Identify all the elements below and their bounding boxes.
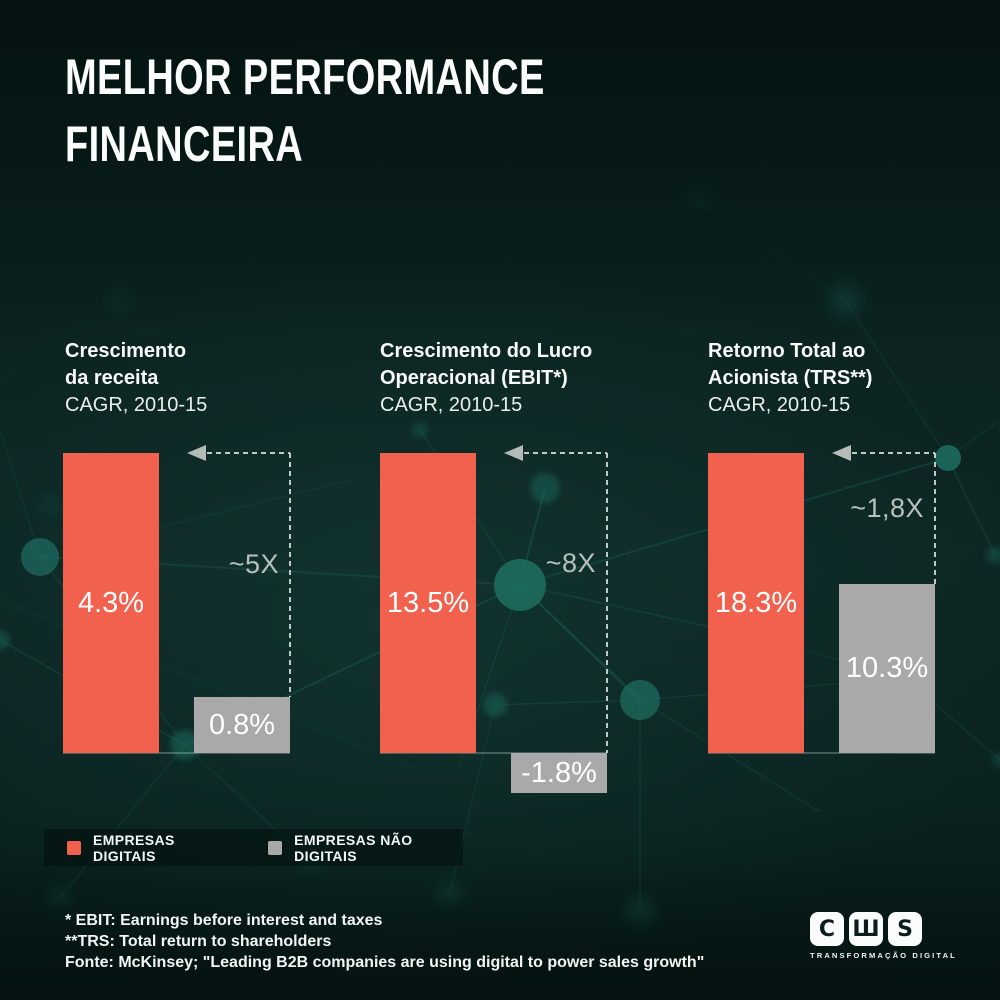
bar-non-digital: 10.3% — [839, 584, 935, 753]
dashed-connector-vertical — [289, 453, 291, 697]
heading-line: Crescimento — [65, 340, 187, 362]
page-title-line2: FINANCEIRA — [65, 116, 304, 172]
bar-non-digital: 0.8% — [194, 697, 290, 753]
heading-line: Operacional (EBIT*) — [380, 367, 568, 389]
footnote-source: Fonte: McKinsey; "Leading B2B companies … — [65, 954, 705, 971]
dashed-connector-horizontal — [207, 452, 290, 454]
bar-value-label: 4.3% — [77, 586, 145, 619]
bar-value-label: -1.8% — [521, 756, 597, 789]
multiplier-label: ~8X — [545, 548, 596, 578]
heading-subtitle: CAGR, 2010-15 — [65, 394, 208, 416]
chart-panel-revenue: 4.3% 0.8% ~5X — [63, 445, 293, 813]
page-title-line1: MELHOR PERFORMANCE — [65, 49, 545, 105]
bar-value-label: 0.8% — [208, 708, 276, 741]
legend-item-non-digital: EMPRESAS NÃO DIGITAIS — [268, 832, 463, 864]
footnotes: * EBIT: Earnings before interest and tax… — [65, 910, 704, 973]
arrow-left-icon — [832, 445, 851, 461]
bar-digital: 4.3% — [63, 453, 159, 753]
bar-value-label: 13.5% — [386, 586, 470, 619]
bar-value-label: 18.3% — [714, 586, 798, 619]
legend-label: EMPRESAS DIGITAIS — [93, 831, 175, 864]
panel-heading-ebit: Crescimento do Lucro Operacional (EBIT*)… — [380, 338, 690, 419]
logo-letter-c: C — [810, 912, 844, 946]
logo-letter-s: S — [888, 912, 922, 946]
dashed-connector-vertical — [606, 453, 608, 753]
panel-heading-revenue: Crescimento da receita CAGR, 2010-15 — [65, 338, 375, 419]
dashed-connector-horizontal — [852, 452, 935, 454]
multiplier-label: ~1,8X — [850, 493, 924, 523]
legend-item-digital: EMPRESAS DIGITAIS — [67, 832, 228, 864]
panel-heading-trs: Retorno Total ao Acionista (TRS**) CAGR,… — [708, 338, 1000, 419]
footnote-trs: **TRS: Total return to shareholders — [65, 933, 332, 950]
multiplier-label: ~5X — [228, 549, 279, 579]
heading-line: da receita — [65, 367, 159, 389]
baseline — [708, 752, 935, 754]
cws-logo: C Ш S TRANSFORMAÇÃO DIGITAL — [810, 912, 957, 960]
heading-line: Retorno Total ao — [708, 340, 866, 362]
legend-label: EMPRESAS NÃO DIGITAIS — [294, 831, 413, 864]
arrow-left-icon — [187, 445, 206, 461]
logo-letter-w: Ш — [849, 912, 883, 946]
legend: EMPRESAS DIGITAIS EMPRESAS NÃO DIGITAIS — [44, 829, 463, 866]
heading-subtitle: CAGR, 2010-15 — [708, 394, 851, 416]
heading-line: Acionista (TRS**) — [708, 367, 873, 389]
bar-digital: 13.5% — [380, 453, 476, 753]
bar-value-label: 10.3% — [845, 652, 929, 684]
heading-subtitle: CAGR, 2010-15 — [380, 394, 523, 416]
bar-non-digital: -1.8% — [511, 753, 607, 793]
bar-digital: 18.3% — [708, 453, 804, 753]
chart-panel-trs: 18.3% 10.3% ~1,8X — [708, 445, 938, 813]
baseline — [63, 752, 290, 754]
page-title: MELHOR PERFORMANCE FINANCEIRA — [65, 44, 545, 178]
legend-swatch-non-digital — [268, 840, 283, 855]
chart-panel-ebit: 13.5% -1.8% ~8X — [380, 445, 610, 813]
heading-line: Crescimento do Lucro — [380, 340, 593, 362]
baseline — [380, 752, 607, 754]
dashed-connector-vertical — [934, 453, 936, 584]
dashed-connector-horizontal — [524, 452, 607, 454]
cws-logo-letters: C Ш S — [810, 912, 934, 946]
logo-tagline: TRANSFORMAÇÃO DIGITAL — [810, 951, 957, 960]
arrow-left-icon — [504, 445, 523, 461]
footnote-ebit: * EBIT: Earnings before interest and tax… — [65, 912, 383, 929]
legend-swatch-digital — [67, 840, 81, 855]
